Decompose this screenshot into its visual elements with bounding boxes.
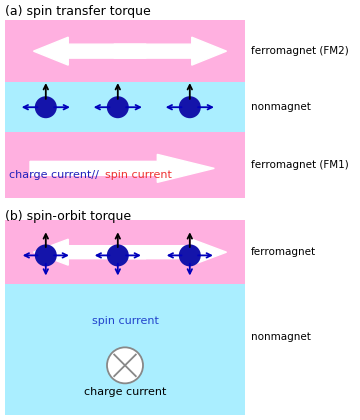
FancyArrow shape [33,37,146,65]
Bar [5,132,245,198]
Bar [5,82,245,132]
Bar [5,284,245,415]
Text: (b) spin-orbit torque: (b) spin-orbit torque [5,210,131,223]
Bar [5,220,245,284]
FancyArrow shape [33,239,146,265]
Text: nonmagnet: nonmagnet [251,332,311,341]
Bar [5,20,245,82]
Text: ferromagnet (FM1): ferromagnet (FM1) [251,160,349,170]
Circle shape [35,244,57,266]
Text: ferromagnet: ferromagnet [251,247,316,257]
Text: charge current: charge current [84,387,166,397]
Circle shape [107,244,129,266]
Text: charge current//: charge current// [9,170,99,180]
Text: spin current: spin current [91,316,158,326]
Circle shape [107,96,129,118]
Circle shape [179,96,201,118]
Text: nonmagnet: nonmagnet [251,102,311,112]
FancyArrow shape [114,37,226,65]
Circle shape [179,244,201,266]
FancyArrow shape [30,155,214,182]
Text: (a) spin transfer torque: (a) spin transfer torque [5,5,151,18]
Text: spin current: spin current [105,170,172,180]
Text: ferromagnet (FM2): ferromagnet (FM2) [251,46,349,56]
Circle shape [107,347,143,383]
FancyArrow shape [114,239,226,265]
Circle shape [35,96,57,118]
